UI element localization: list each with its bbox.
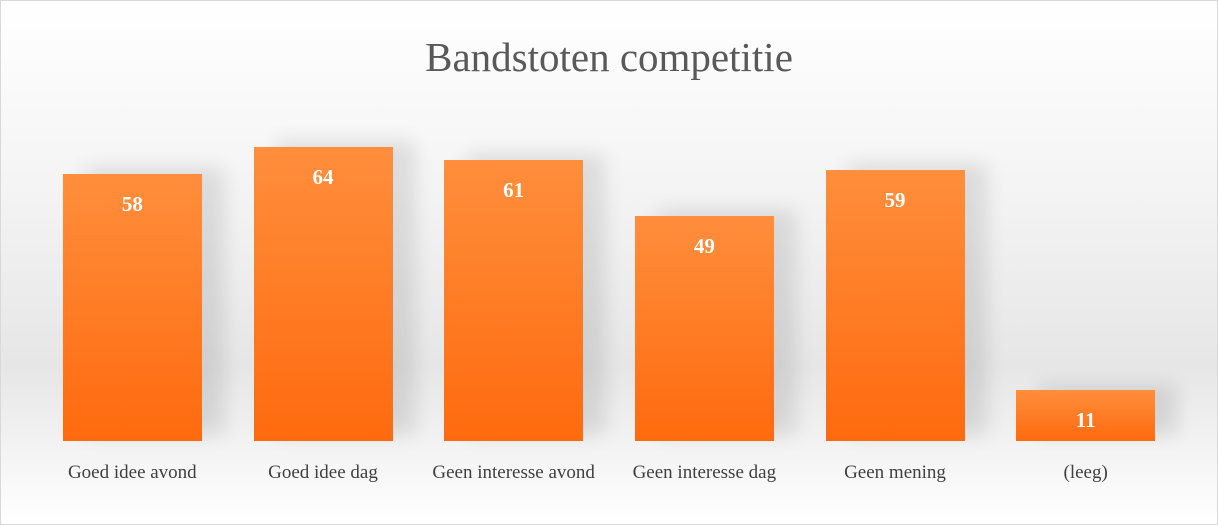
x-tick-label: Geen interesse avond [432, 462, 595, 483]
data-label: 59 [884, 187, 906, 212]
x-tick-label: Geen interesse dag [632, 462, 777, 483]
data-label: 58 [121, 192, 143, 217]
bar [62, 174, 202, 441]
chart-title: Bandstoten competitie [425, 34, 793, 80]
bar [634, 215, 774, 441]
x-tick-label: (leeg) [1063, 462, 1108, 483]
data-label: 61 [503, 178, 525, 203]
data-label: 64 [312, 164, 334, 189]
x-tick-label: Geen mening [844, 462, 946, 483]
bar [444, 160, 584, 441]
x-tick-label: Goed idee avond [67, 462, 197, 483]
x-tick-label: Goed idee dag [268, 462, 378, 483]
data-label: 49 [693, 233, 715, 258]
data-label: 11 [1075, 408, 1096, 433]
bar [253, 146, 393, 441]
bar [825, 169, 965, 441]
bar [1016, 390, 1156, 441]
